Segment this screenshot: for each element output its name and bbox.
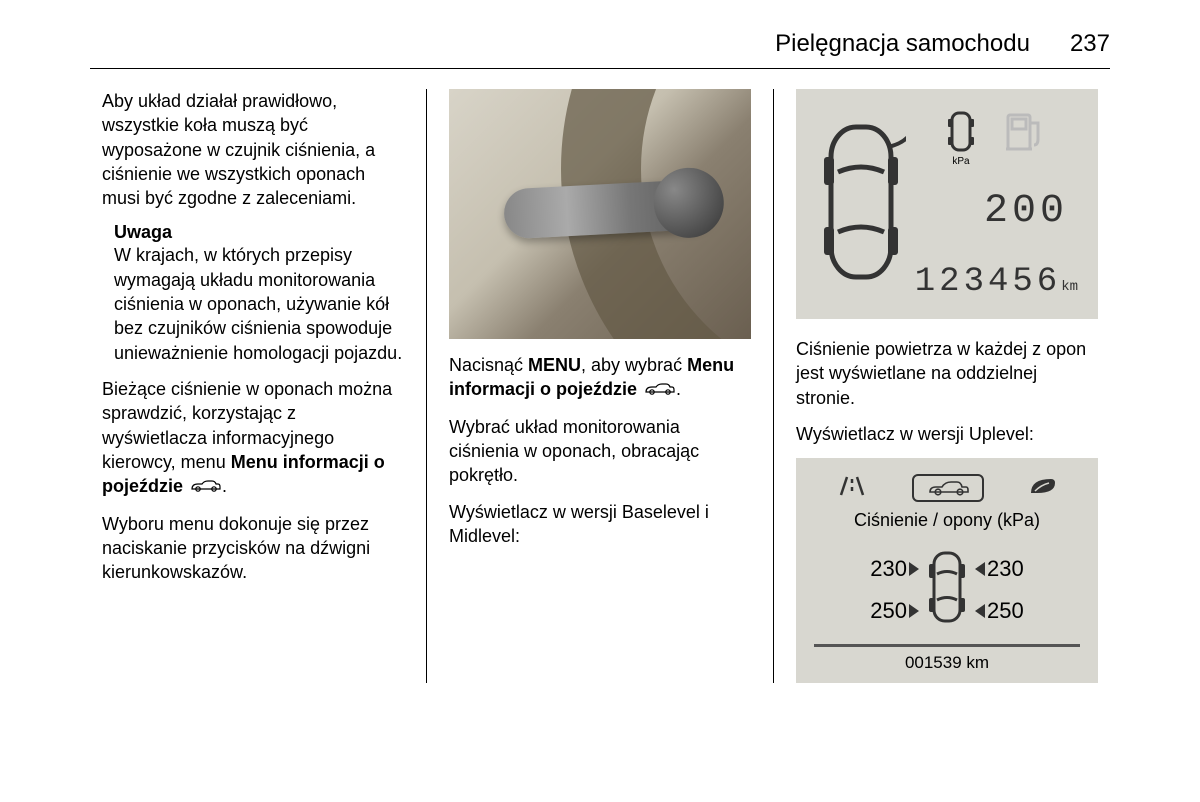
para-menu: Bieżące ciśnienie w oponach można sprawd… [102,377,404,500]
note-block: Uwaga W krajach, w których przepisy wyma… [114,222,404,364]
text-frag: . [222,476,227,496]
odo-digits: 123456 [915,263,1061,301]
car-side-icon [926,479,970,497]
odo-unit: km [1061,279,1078,295]
pointer-right-icon [909,562,919,576]
lane-icon [835,475,869,502]
tire-fl: 230 [870,556,919,582]
tab-selected [912,474,984,502]
car-top-small-icon [925,548,969,631]
column-2: Nacisnąć MENU, aby wybrać Menu informacj… [437,89,763,683]
uplevel-odometer: 001539 km [814,647,1080,673]
para-per-tire: Ciśnienie powietrza w każdej z opon jest… [796,337,1098,410]
car-top-large-icon [816,117,906,292]
tire-rl-val: 250 [870,598,907,624]
column-divider [426,89,427,683]
tire-rr: 250 [975,598,1024,624]
column-3: kPa 200 123456km Ciśnienie powietrza w k… [784,89,1110,683]
column-1: Aby układ działał prawidłowo, wszystkie … [90,89,416,683]
text-frag: . [676,379,681,399]
tire-right-col: 230 250 [975,556,1024,624]
para-selection: Wyboru menu dokonuje się przez naciskani… [102,512,404,585]
note-body: W krajach, w których przepisy wymagają u… [114,243,404,364]
header-divider [90,68,1110,69]
uplevel-inner: Ciśnienie / opony (kPa) 230 250 [814,470,1080,647]
text-frag: Nacisnąć [449,355,528,375]
pointer-left-icon [975,562,985,576]
para-select-tpms: Wybrać układ monitorowania ciśnienia w o… [449,415,751,488]
tire-rl: 250 [870,598,919,624]
car-small-kpa-icon: kPa [946,109,976,167]
tire-fl-val: 230 [870,556,907,582]
para-intro: Aby układ działał prawidłowo, wszystkie … [102,89,404,210]
para-press-menu: Nacisnąć MENU, aby wybrać Menu informacj… [449,353,751,403]
content-columns: Aby układ działał prawidłowo, wszystkie … [0,89,1200,683]
para-uplevel-label: Wyświetlacz w wersji Uplevel: [796,422,1098,446]
page-number: 237 [1070,30,1110,58]
display-uplevel: Ciśnienie / opony (kPa) 230 250 [796,458,1098,683]
tire-fr: 230 [975,556,1024,582]
display-baselevel: kPa 200 123456km [796,89,1098,319]
column-divider [773,89,774,683]
odometer-value: 123456km [915,263,1078,301]
page-header: Pielęgnacja samochodu 237 [0,0,1200,58]
tire-grid: 230 250 [814,535,1080,644]
para-baselevel-label: Wyświetlacz w wersji Baselevel i Midleve… [449,500,751,549]
car-icon [642,378,676,402]
pointer-left-icon [975,604,985,618]
leaf-icon [1027,475,1059,502]
stalk-shape [503,179,715,240]
stalk-photo [449,89,751,339]
menu-button-bold: MENU [528,355,581,375]
text-frag: , aby wybrać [581,355,687,375]
car-icon [188,475,222,499]
note-title: Uwaga [114,222,404,243]
pressure-title: Ciśnienie / opony (kPa) [814,510,1080,531]
tire-fr-val: 230 [987,556,1024,582]
section-title: Pielęgnacja samochodu [775,30,1030,58]
tab-row [814,470,1080,508]
pressure-value: 200 [984,189,1068,234]
pointer-right-icon [909,604,919,618]
tire-rr-val: 250 [987,598,1024,624]
tire-left-col: 230 250 [870,556,919,624]
kpa-label: kPa [952,156,969,167]
fuel-pump-icon [1004,109,1044,159]
